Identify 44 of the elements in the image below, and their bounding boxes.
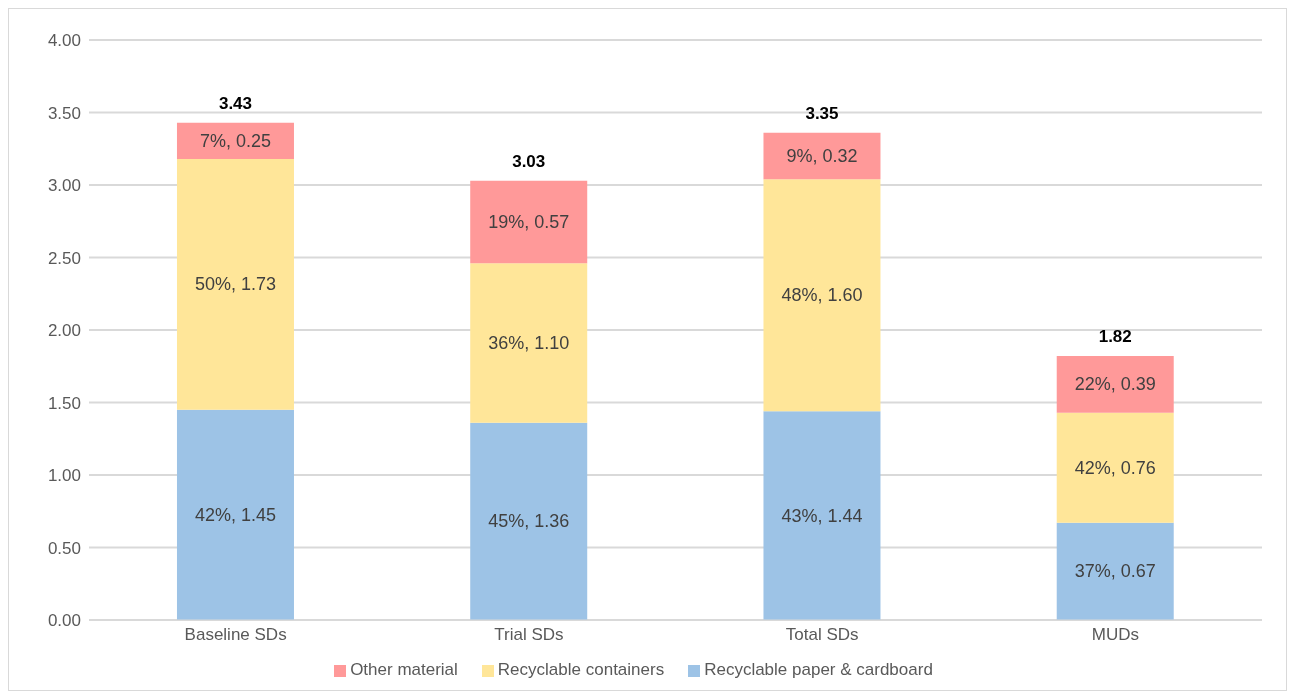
- y-tick-label: 0.50: [47, 538, 81, 558]
- data-label: 19%, 0.57: [488, 211, 570, 232]
- y-tick-label: 1.50: [47, 393, 81, 413]
- bar: [1056, 412, 1174, 523]
- data-label: 7%, 0.25: [199, 130, 272, 151]
- bar: [470, 263, 588, 423]
- x-tick-label: Trial SDs: [494, 625, 564, 645]
- bar: [763, 411, 881, 620]
- bar: [763, 179, 881, 412]
- total-label: 3.03: [512, 151, 546, 171]
- y-tick-label: 3.50: [47, 103, 81, 123]
- legend-label: Other material: [350, 660, 458, 679]
- y-tick-label: 1.00: [47, 466, 81, 486]
- x-tick-label: MUDs: [1091, 625, 1139, 645]
- data-label: 42%, 0.76: [1074, 457, 1156, 478]
- data-label: 37%, 0.67: [1074, 561, 1156, 582]
- legend-label: Recyclable paper & cardboard: [704, 660, 933, 679]
- y-tick-label: 2.00: [47, 321, 81, 341]
- bar: [1056, 356, 1174, 413]
- data-label: 48%, 1.60: [781, 285, 863, 306]
- data-label: 22%, 0.39: [1074, 374, 1156, 395]
- bar: [1056, 522, 1174, 620]
- bar: [176, 122, 294, 159]
- data-label: 9%, 0.32: [786, 146, 858, 166]
- y-tick-label: 0.00: [47, 611, 81, 631]
- data-label: 36%, 1.10: [488, 333, 570, 354]
- data-label: 43%, 1.44: [781, 505, 863, 526]
- data-label: 42%, 1.45: [194, 504, 277, 525]
- bar: [470, 180, 588, 264]
- y-tick-label: 3.00: [47, 176, 81, 196]
- x-tick-label: Baseline SDs: [184, 625, 287, 645]
- bar: [763, 132, 881, 180]
- y-tick-label: 4.00: [47, 31, 81, 51]
- data-label: 45%, 1.36: [488, 511, 570, 532]
- total-label: 1.82: [1098, 327, 1132, 347]
- x-tick-label: Total SDs: [785, 625, 859, 645]
- bar: [176, 409, 294, 620]
- bar: [176, 158, 294, 410]
- legend-label: Recyclable containers: [497, 660, 665, 679]
- total-label: 3.35: [805, 103, 839, 123]
- data-label: 50%, 1.73: [194, 274, 277, 295]
- y-tick-label: 2.50: [47, 248, 81, 268]
- bar: [470, 422, 588, 620]
- total-label: 3.43: [218, 93, 253, 113]
